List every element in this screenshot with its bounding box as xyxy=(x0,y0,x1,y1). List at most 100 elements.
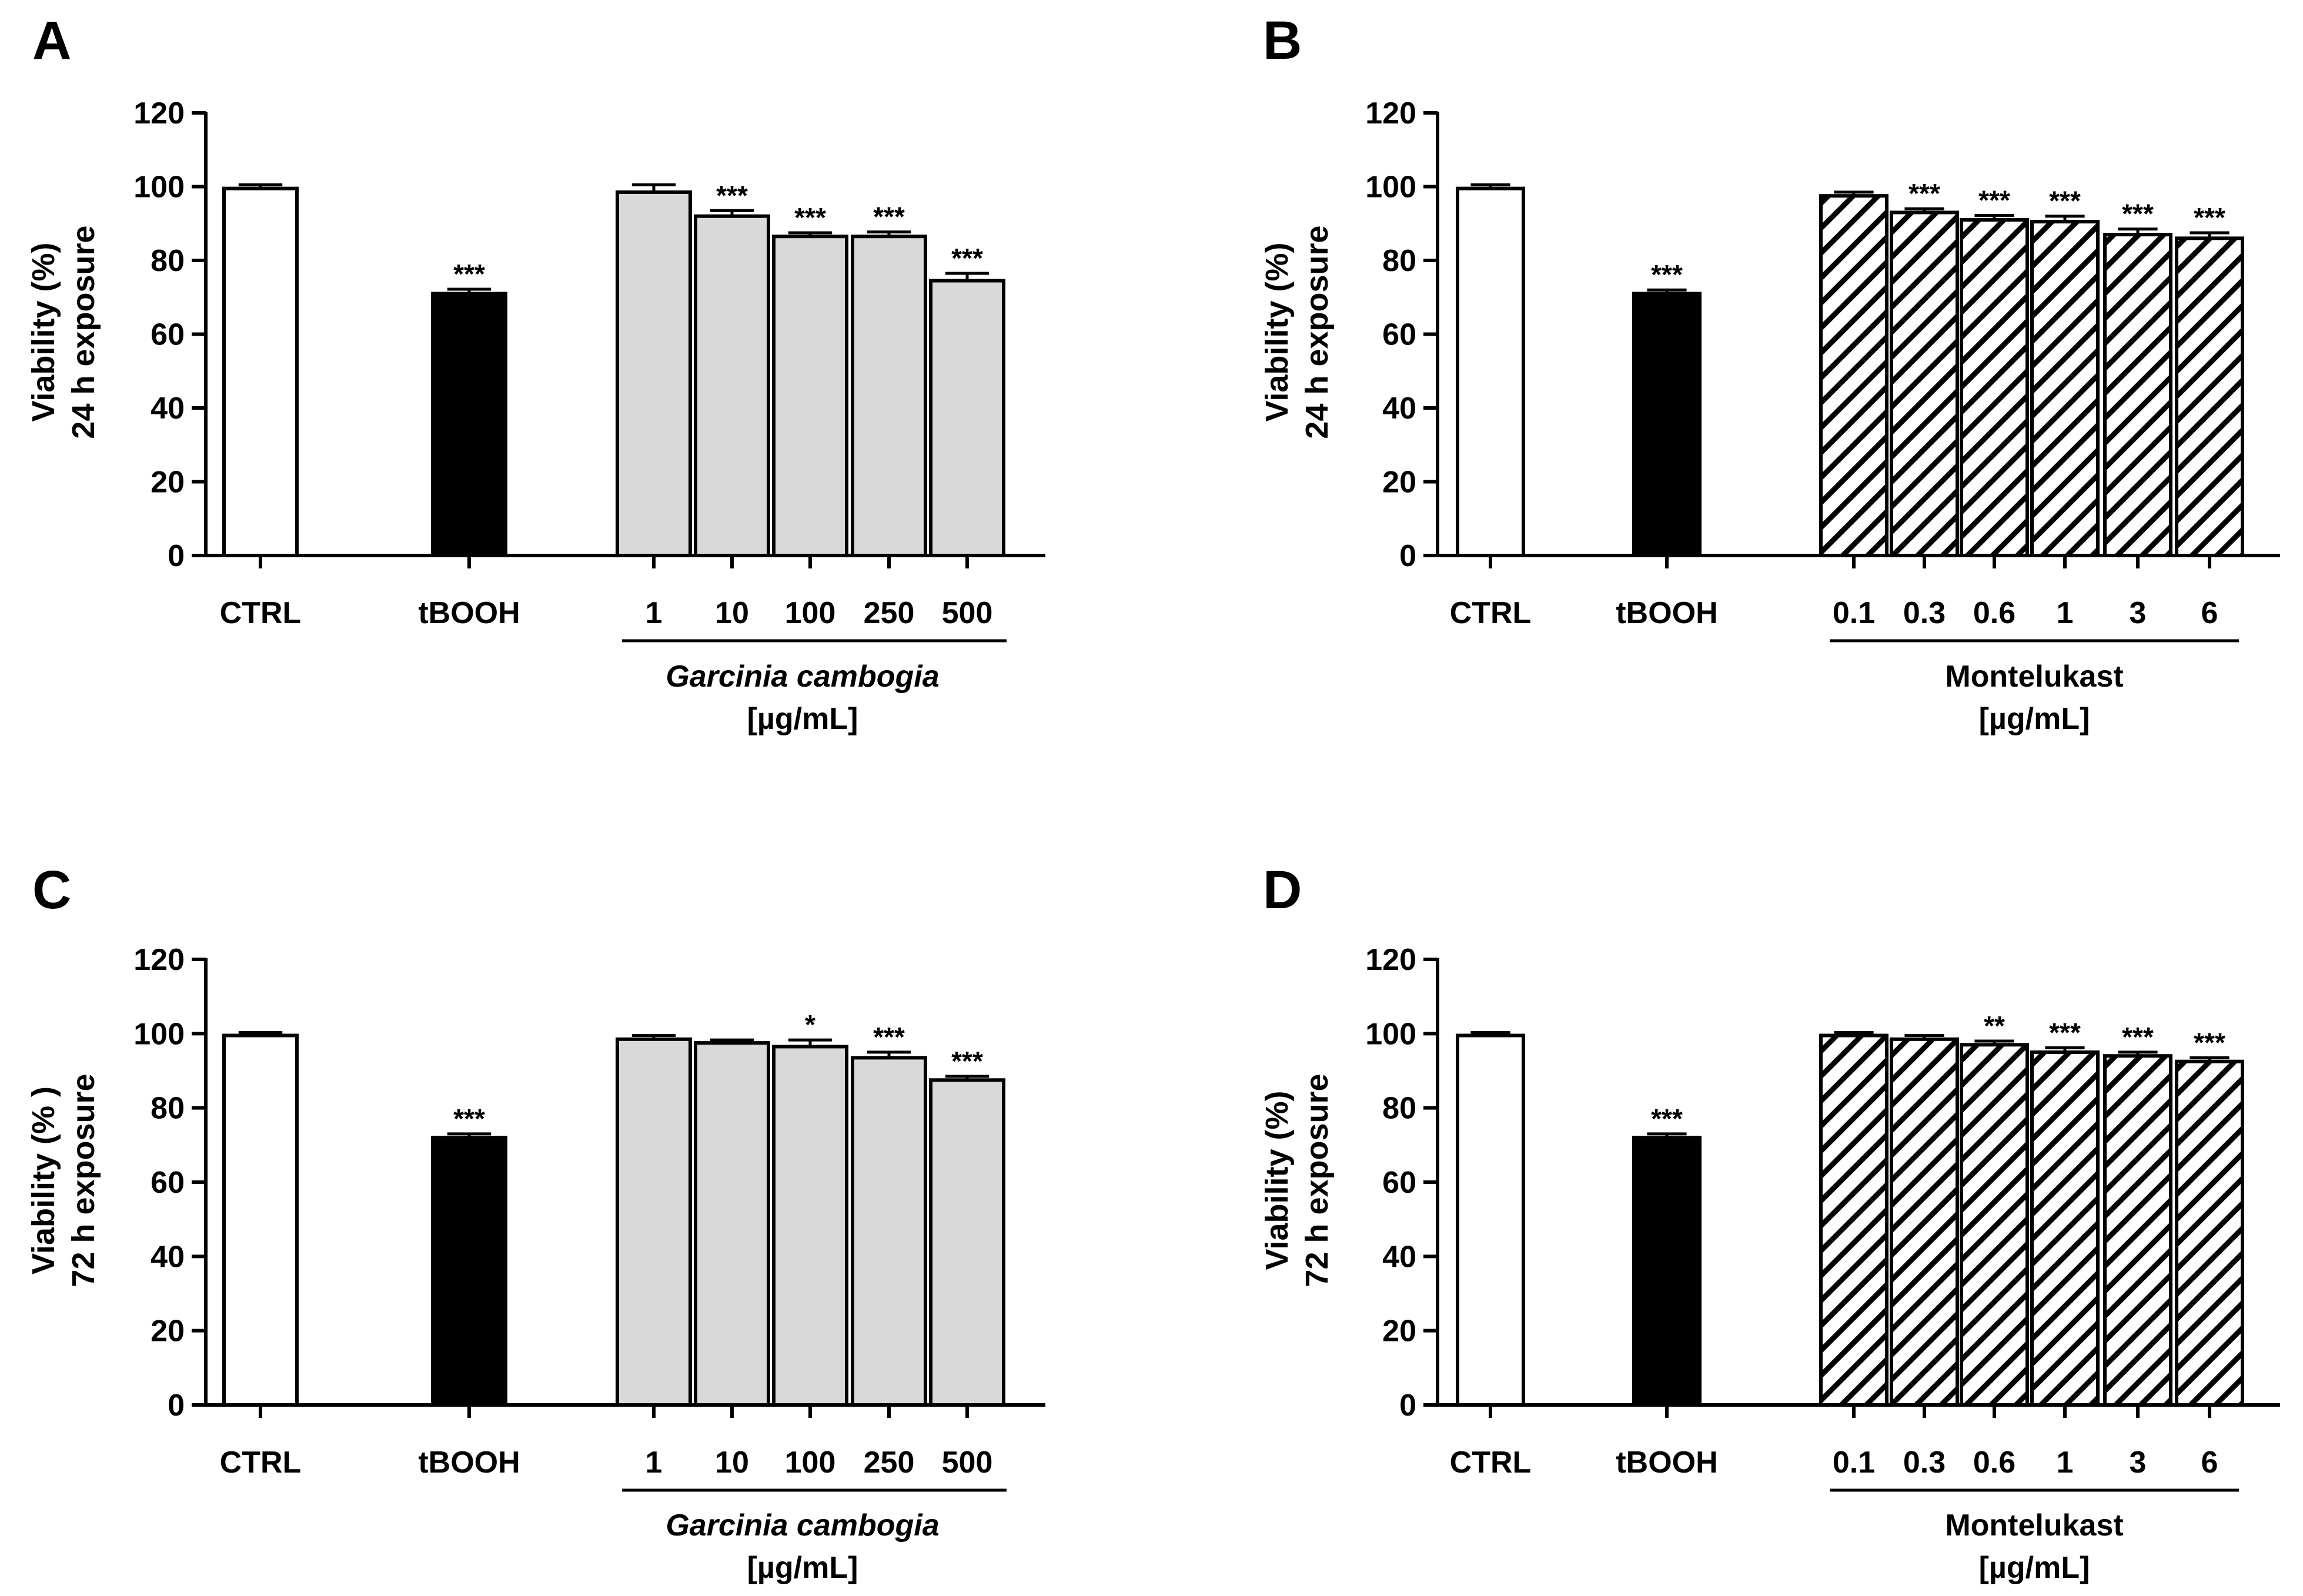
plot-area: 0 20 40 60 80 100 120 CTRL *** tBOOH 0.1 0.3 ** 0.6 **… xyxy=(1365,943,2280,1492)
bar xyxy=(694,1041,770,1407)
x-category-label: 1 xyxy=(2057,596,2074,630)
y-axis-title-line1: Viability (%) xyxy=(26,242,61,421)
panel-letter-b: B xyxy=(1263,11,1302,71)
y-tick-label: 0 xyxy=(168,539,185,573)
y-axis-title-line2: 24 h exposure xyxy=(1299,225,1335,439)
y-tick-label: 120 xyxy=(1365,96,1416,131)
x-category-label: CTRL xyxy=(220,596,302,630)
panel-a-chart: A Viability (%) 24 h exposure 0 20 40 60 80 1… xyxy=(26,11,1045,736)
significance-label: *** xyxy=(794,202,826,233)
plot-area: 0 20 40 60 80 100 120 CTRL *** tBOOH 0.1 *** 0.3 *** 0… xyxy=(1365,96,2280,643)
y-tick-label: 0 xyxy=(1399,1388,1416,1423)
bar xyxy=(929,279,1005,557)
bar xyxy=(2175,1059,2244,1407)
group-label-line1: Montelukast xyxy=(1945,660,2123,694)
x-category-label: 6 xyxy=(2201,596,2218,630)
bar xyxy=(1632,1136,1702,1407)
y-tick-label: 60 xyxy=(1382,318,1416,352)
y-tick-label: 20 xyxy=(151,1314,185,1349)
bar xyxy=(1960,1043,2029,1407)
bar xyxy=(929,1078,1005,1407)
bar xyxy=(1632,292,1702,557)
y-tick-label: 20 xyxy=(1382,466,1416,500)
y-tick-label: 80 xyxy=(151,1092,185,1126)
y-tick-label: 0 xyxy=(168,1388,185,1423)
y-tick-label: 80 xyxy=(1382,244,1416,278)
x-category-label: 1 xyxy=(2057,1446,2074,1480)
x-category-label: tBOOH xyxy=(1616,1446,1717,1480)
y-tick-label: 80 xyxy=(1382,1092,1416,1126)
bar xyxy=(222,1033,299,1407)
bar xyxy=(222,186,299,557)
bar xyxy=(616,1037,692,1407)
bar xyxy=(851,1056,927,1407)
group-label-line1: Garcinia cambogia xyxy=(666,660,939,694)
bar xyxy=(1819,194,1888,557)
x-category-label: CTRL xyxy=(220,1446,302,1480)
bar xyxy=(2103,1054,2172,1407)
y-tick-label: 100 xyxy=(1365,1017,1416,1051)
x-category-label: 3 xyxy=(2130,1446,2147,1480)
group-label-line1: Garcinia cambogia xyxy=(666,1508,939,1543)
group-label-line2: [µg/mL] xyxy=(747,702,858,736)
group-label-line2: [µg/mL] xyxy=(1979,1551,2090,1585)
y-tick-label: 60 xyxy=(151,1166,185,1200)
bar xyxy=(1890,1037,1959,1407)
significance-label: *** xyxy=(2049,186,2081,216)
y-tick-label: 100 xyxy=(133,170,185,205)
x-category-label: 1 xyxy=(646,596,663,630)
y-axis-title-line2: 72 h exposure xyxy=(1299,1073,1335,1287)
significance-label: *** xyxy=(2122,1022,2154,1052)
y-tick-label: 40 xyxy=(151,392,185,426)
x-category-label: 6 xyxy=(2201,1446,2218,1480)
bar xyxy=(772,235,848,557)
significance-label: *** xyxy=(873,1022,905,1052)
x-category-label: tBOOH xyxy=(418,596,520,630)
significance-label: *** xyxy=(1908,178,1940,209)
bar xyxy=(851,235,927,557)
x-category-label: 0.6 xyxy=(1973,596,2015,630)
y-tick-label: 120 xyxy=(133,96,185,131)
y-axis-title-line2: 72 h exposure xyxy=(66,1073,101,1287)
x-category-label: 0.1 xyxy=(1833,596,1875,630)
y-tick-label: 40 xyxy=(1382,1240,1416,1274)
y-tick-label: 20 xyxy=(151,466,185,500)
bar xyxy=(2103,233,2172,557)
significance-label: *** xyxy=(951,1046,983,1076)
x-category-label: 500 xyxy=(942,596,993,630)
panel-letter-c: C xyxy=(32,860,71,920)
x-category-label: 0.3 xyxy=(1903,596,1946,630)
y-axis-title-line1: Viability (%) xyxy=(1259,1090,1295,1270)
bar xyxy=(772,1045,848,1407)
bar xyxy=(431,1136,507,1407)
bar xyxy=(431,292,507,557)
significance-label: *** xyxy=(2194,1027,2225,1058)
bar xyxy=(2175,236,2244,558)
x-category-label: tBOOH xyxy=(1616,596,1717,630)
x-category-label: 0.6 xyxy=(1973,1446,2015,1480)
significance-label: *** xyxy=(453,259,485,289)
bar xyxy=(2030,1050,2100,1407)
y-tick-label: 40 xyxy=(1382,392,1416,426)
panel-d-chart: D Viability (%) 72 h exposure 0 20 40 60 80 1… xyxy=(1259,860,2280,1585)
panel-c-chart: C Viability (% ) 72 h exposure 0 20 40 60 80… xyxy=(26,860,1045,1585)
y-axis-title-line1: Viability (%) xyxy=(1259,242,1295,421)
plot-area: 0 20 40 60 80 100 120 CTRL *** tBOOH 1 *** 10 *** 100 *… xyxy=(133,96,1045,643)
y-tick-label: 40 xyxy=(151,1240,185,1274)
significance-label: *** xyxy=(873,202,905,232)
significance-label: *** xyxy=(1651,1103,1683,1134)
bar xyxy=(1819,1033,1888,1407)
significance-label: * xyxy=(805,1009,815,1040)
x-category-label: 250 xyxy=(864,1446,915,1480)
group-label-line2: [µg/mL] xyxy=(747,1551,858,1585)
significance-label: *** xyxy=(951,243,983,273)
y-tick-label: 20 xyxy=(1382,1314,1416,1349)
bar xyxy=(1456,186,1525,557)
x-category-label: 500 xyxy=(942,1446,993,1480)
bar xyxy=(2030,220,2100,557)
x-category-label: tBOOH xyxy=(418,1446,520,1480)
plot-area: 0 20 40 60 80 100 120 CTRL *** tBOOH 1 10 * 100 *** 250… xyxy=(133,943,1045,1492)
x-category-label: 100 xyxy=(785,1446,836,1480)
y-tick-label: 60 xyxy=(151,318,185,352)
